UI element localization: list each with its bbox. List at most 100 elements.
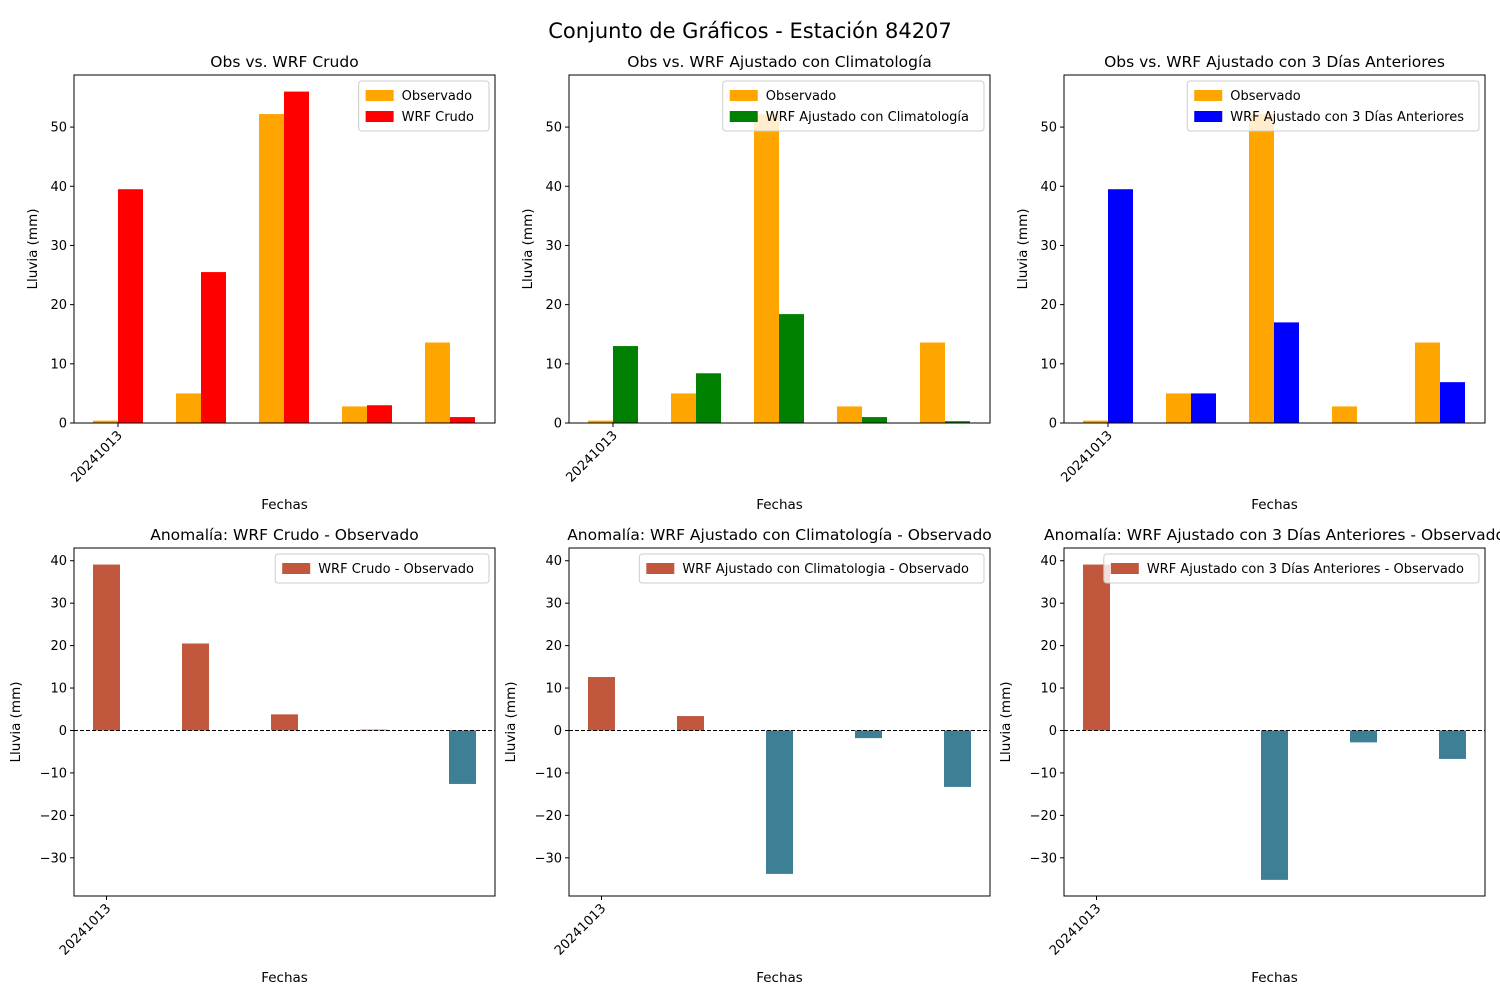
bar-observado-5 — [1415, 342, 1440, 423]
y-tick-label: 50 — [1040, 121, 1057, 136]
bar-wrf-4 — [862, 417, 887, 423]
y-tick-label: 10 — [50, 682, 67, 697]
bar-anomalia-2 — [677, 716, 704, 731]
bar-observado-3 — [259, 114, 284, 424]
bar-wrf-3 — [779, 314, 804, 423]
y-tick-label: −20 — [535, 809, 562, 824]
x-axis-label: Fechas — [261, 970, 308, 986]
legend-box — [638, 553, 985, 584]
legend-label: WRF Crudo - Observado — [318, 562, 474, 577]
x-tick-label: 20241013 — [552, 901, 609, 958]
subplot-2: 0 10 20 30 40 50 20241013 Obs vs. WRF Ajustado … — [520, 53, 991, 513]
y-tick-label: −30 — [1030, 851, 1057, 866]
legend-label: Observado — [1230, 89, 1301, 104]
axes-frame — [73, 547, 496, 897]
axes-frame — [1063, 74, 1486, 424]
bar-observado-3 — [1249, 114, 1274, 424]
subplot-title: Anomalía: WRF Crudo - Observado — [150, 526, 419, 544]
y-tick-label: 40 — [50, 180, 67, 195]
legend-swatch — [646, 563, 675, 574]
y-axis-label: Lluvia (mm) — [520, 209, 536, 290]
y-tick-label: −10 — [40, 766, 67, 781]
legend-label: WRF Ajustado con Climatología — [766, 110, 969, 125]
bar-anomalia-3 — [271, 714, 298, 731]
x-axis-label: Fechas — [756, 970, 803, 986]
subplot-title: Anomalía: WRF Ajustado con Climatología … — [567, 526, 992, 544]
bar-wrf-3 — [1274, 322, 1299, 423]
y-axis-label: Lluvia (mm) — [25, 209, 41, 290]
x-tick-label: 20241013 — [563, 428, 620, 485]
x-tick-label: 20241013 — [57, 901, 114, 958]
bar-wrf-1 — [118, 189, 143, 423]
y-axis-label: Lluvia (mm) — [998, 682, 1014, 763]
bar-observado-4 — [837, 406, 862, 423]
legend: Observado WRF Ajustado con Climatología — [722, 80, 985, 132]
legend-swatch — [365, 111, 394, 122]
legend-swatch — [729, 111, 758, 122]
axes-frame — [1063, 547, 1486, 897]
legend: WRF Ajustado con 3 Días Anteriores - Obs… — [1103, 553, 1480, 584]
legend-box — [274, 553, 490, 584]
bar-anomalia-4 — [360, 729, 387, 731]
y-tick-label: −30 — [40, 851, 67, 866]
bar-observado-5 — [425, 342, 450, 423]
bar-anomalia-3 — [766, 730, 793, 874]
y-tick-label: 50 — [50, 121, 67, 136]
legend-swatch — [282, 563, 311, 574]
y-tick-label: 30 — [50, 597, 67, 612]
bar-wrf-5 — [450, 417, 475, 423]
y-tick-label: 50 — [545, 121, 562, 136]
bar-anomalia-3 — [1261, 730, 1288, 880]
y-tick-label: 20 — [50, 298, 67, 313]
legend-box — [722, 80, 985, 132]
bar-observado-4 — [1332, 406, 1357, 423]
y-tick-label: 20 — [50, 639, 67, 654]
y-tick-label: 40 — [545, 554, 562, 569]
legend-swatch — [1194, 90, 1223, 101]
legend-swatch — [1194, 111, 1223, 122]
bar-observado-1 — [1083, 420, 1108, 423]
y-tick-label: 30 — [545, 239, 562, 254]
y-tick-label: 40 — [50, 554, 67, 569]
bar-wrf-5 — [945, 421, 970, 423]
subplot-title: Obs vs. WRF Ajustado con Climatología — [627, 53, 932, 71]
subplot-5: −30 −20 −10 0 10 20 30 40 20241013 Anomalía: WRF … — [503, 526, 992, 986]
subplot-title: Obs vs. WRF Ajustado con 3 Días Anterior… — [1104, 53, 1445, 71]
subplot-6: −30 −20 −10 0 10 20 30 40 20241013 Anomalía: WRF … — [998, 526, 1500, 986]
y-tick-label: 20 — [545, 298, 562, 313]
y-tick-label: 0 — [554, 724, 562, 739]
x-tick-label: 20241013 — [1058, 428, 1115, 485]
bar-anomalia-1 — [588, 677, 615, 731]
y-tick-label: 0 — [1049, 417, 1057, 432]
subplot-title: Obs vs. WRF Crudo — [210, 53, 358, 71]
bar-anomalia-4 — [855, 730, 882, 739]
bar-wrf-2 — [696, 373, 721, 423]
bar-wrf-2 — [201, 272, 226, 423]
subplot-title: Anomalía: WRF Ajustado con 3 Días Anteri… — [1044, 526, 1500, 544]
y-tick-label: −20 — [1030, 809, 1057, 824]
bar-anomalia-4 — [1350, 730, 1377, 743]
bar-anomalia-1 — [93, 564, 120, 731]
x-tick-label: 20241013 — [1047, 901, 1104, 958]
bar-wrf-4 — [367, 405, 392, 423]
legend-swatch — [365, 90, 394, 101]
bar-anomalia-5 — [944, 730, 971, 787]
subplot-4: −30 −20 −10 0 10 20 30 40 20241013 Anomalía: WRF … — [8, 526, 496, 986]
x-axis-label: Fechas — [1251, 497, 1298, 513]
y-tick-label: 10 — [545, 682, 562, 697]
bar-observado-2 — [671, 393, 696, 423]
legend-label: Observado — [766, 89, 837, 104]
bar-observado-5 — [920, 342, 945, 423]
y-axis-label: Lluvia (mm) — [1015, 209, 1031, 290]
legend-label: WRF Ajustado con Climatologia - Observad… — [682, 562, 969, 577]
bar-anomalia-2 — [182, 643, 209, 731]
legend-label: WRF Crudo — [402, 110, 474, 125]
y-axis-label: Lluvia (mm) — [8, 682, 24, 763]
bar-wrf-1 — [613, 346, 638, 423]
y-tick-label: −10 — [1030, 766, 1057, 781]
y-tick-label: 40 — [545, 180, 562, 195]
legend: Observado WRF Crudo — [358, 80, 490, 132]
figure-title: Conjunto de Gráficos - Estación 84207 — [548, 19, 952, 43]
legend: WRF Ajustado con Climatologia - Observad… — [638, 553, 985, 584]
